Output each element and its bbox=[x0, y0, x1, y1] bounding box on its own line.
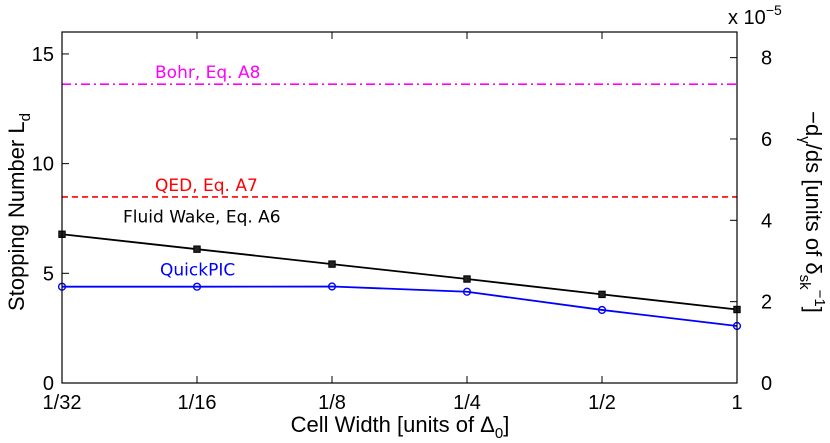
data-point bbox=[192, 282, 202, 291]
annotations: Bohr, Eq. A8 QED, Eq. A7 Fluid Wake, Eq. A… bbox=[123, 63, 281, 280]
data-point bbox=[598, 290, 606, 299]
x-tick-label: 1/8 bbox=[318, 392, 346, 414]
y-tick-label: 10 bbox=[32, 154, 54, 176]
x-tick-label: 1 bbox=[731, 392, 742, 414]
y-axis-title: Stopping Number Ld bbox=[4, 113, 34, 311]
series-line bbox=[61, 233, 738, 311]
y2-axis-ticks: 0 2 4 6 8 bbox=[730, 48, 772, 395]
y-tick-label: 0 bbox=[43, 373, 54, 395]
data-point bbox=[462, 287, 472, 296]
data-point bbox=[463, 275, 471, 283]
y2-tick-label: 0 bbox=[761, 373, 772, 395]
reference-lines bbox=[62, 83, 737, 198]
x-axis-title: Cell Width [units of Δ0] bbox=[291, 412, 510, 442]
data-point bbox=[328, 260, 336, 268]
y2-multiplier: x 10−5 bbox=[728, 2, 782, 29]
data-point bbox=[597, 305, 607, 315]
series-label: Fluid Wake, Eq. A6 bbox=[123, 207, 281, 227]
plot-frame bbox=[61, 31, 738, 384]
x-tick-label: 1/2 bbox=[588, 392, 616, 414]
x-axis-ticks: 1/32 1/16 1/8 1/4 1/2 1 bbox=[43, 32, 743, 414]
y-tick-label: 5 bbox=[43, 263, 54, 285]
y2-tick-label: 4 bbox=[761, 210, 772, 232]
y-axis-ticks: 0 5 10 15 bbox=[32, 44, 69, 395]
reference-line-label: Bohr, Eq. A8 bbox=[155, 63, 260, 83]
x-tick-label: 1/4 bbox=[453, 392, 481, 414]
data-point bbox=[327, 282, 337, 291]
y2-tick-label: 2 bbox=[761, 292, 772, 314]
data-point bbox=[193, 245, 201, 253]
reference-line-label: QED, Eq. A7 bbox=[155, 176, 258, 196]
y2-tick-label: 6 bbox=[761, 129, 772, 151]
y2-tick-label: 8 bbox=[761, 48, 772, 70]
x-tick-label: 1/16 bbox=[178, 392, 217, 414]
x-tick-label: 1/32 bbox=[43, 392, 82, 414]
series-label: QuickPIC bbox=[160, 261, 235, 281]
y2-axis-title: −dγ/ds [units of δsk−1] bbox=[796, 111, 828, 313]
series-line bbox=[62, 285, 738, 327]
y-tick-label: 15 bbox=[32, 44, 54, 66]
